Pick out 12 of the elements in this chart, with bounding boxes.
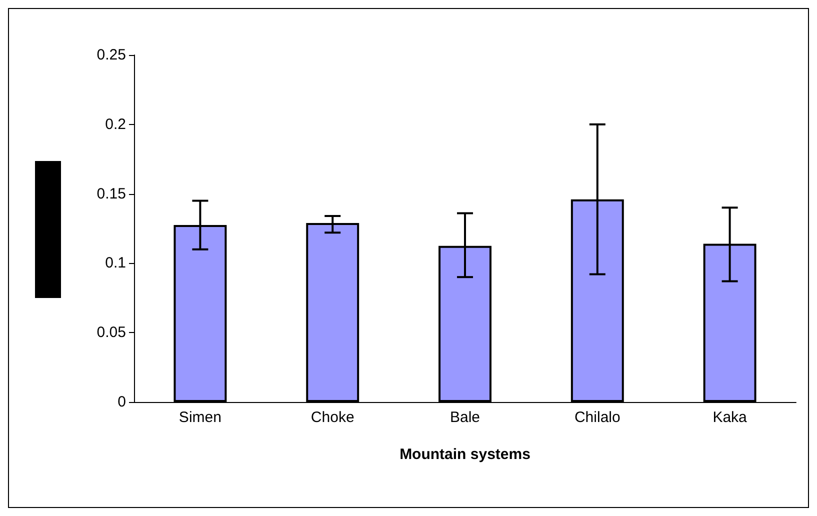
- x-tick-label: Simen: [178, 409, 222, 426]
- x-tick-label: Kaka: [712, 409, 748, 426]
- y-tick-label: 0.2: [105, 116, 126, 133]
- y-tick-label: 0.25: [96, 46, 126, 64]
- x-tick-label: Chilalo: [574, 409, 620, 426]
- y-tick-label: 0: [118, 394, 126, 410]
- x-tick-label: Bale: [450, 409, 480, 426]
- y-tick-label: 0.15: [96, 185, 126, 202]
- x-tick-label: Choke: [310, 409, 354, 426]
- x-axis-title: Mountain systems: [400, 446, 530, 463]
- y-tick-label: 0.1: [105, 254, 126, 272]
- y-tick-label: 0.05: [96, 324, 126, 342]
